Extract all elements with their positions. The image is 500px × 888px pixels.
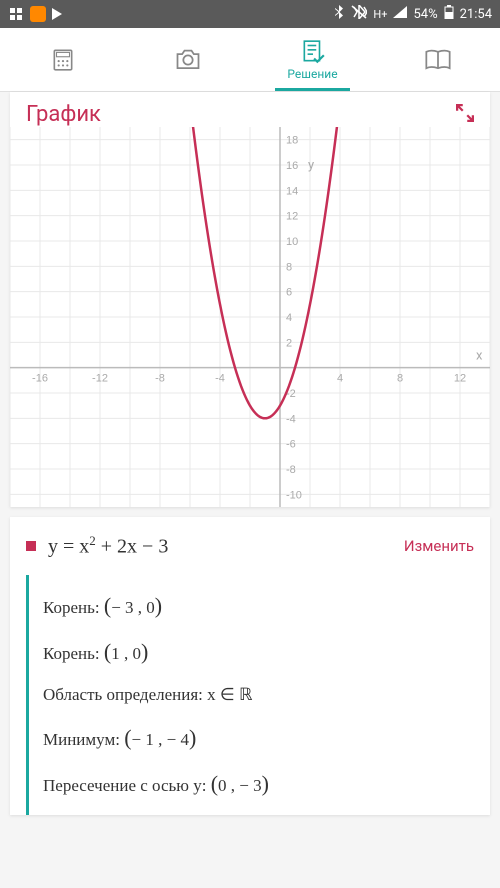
- svg-text:-4: -4: [215, 373, 225, 385]
- app-icon-2: [30, 6, 46, 22]
- battery-percent: 54%: [413, 7, 437, 22]
- tab-book[interactable]: [375, 28, 500, 91]
- signal-icon: [393, 6, 407, 22]
- svg-text:14: 14: [286, 185, 298, 197]
- svg-text:12: 12: [454, 373, 466, 385]
- svg-text:-4: -4: [286, 413, 296, 425]
- svg-text:-10: -10: [286, 489, 302, 501]
- svg-text:-12: -12: [92, 373, 108, 385]
- graph-title: График: [26, 102, 101, 127]
- svg-text:8: 8: [286, 261, 292, 273]
- play-icon: [52, 8, 62, 20]
- tab-camera[interactable]: [125, 28, 250, 91]
- svg-text:12: 12: [286, 211, 298, 223]
- svg-text:16: 16: [286, 160, 298, 172]
- detail-row: Пересечение с осью y: (0 , − 3): [43, 761, 474, 807]
- content-area: График -16-12-8-4481218161412108642-2-4-…: [0, 92, 500, 815]
- svg-text:x: x: [476, 349, 483, 364]
- status-right: H+ 54% 21:54: [333, 5, 492, 23]
- detail-row: Область определения: x ∈ ℝ: [43, 675, 474, 715]
- status-left: [8, 6, 62, 22]
- clock: 21:54: [460, 7, 492, 22]
- detail-row: Минимум: (− 1 , − 4): [43, 715, 474, 761]
- battery-icon: [444, 5, 454, 23]
- expand-icon[interactable]: [456, 104, 474, 126]
- tab-bar: Решение: [0, 28, 500, 92]
- svg-text:-8: -8: [286, 464, 296, 476]
- tab-solution-label: Решение: [287, 67, 337, 81]
- tab-solution[interactable]: Решение: [250, 28, 375, 91]
- equation-row: y = x2 + 2x − 3 Изменить: [10, 517, 490, 575]
- detail-row: Корень: (− 3 , 0): [43, 583, 474, 629]
- equation-color-marker: [26, 541, 36, 551]
- graph-header: График: [10, 92, 490, 127]
- svg-text:4: 4: [286, 312, 292, 324]
- bluetooth-icon: [333, 5, 345, 23]
- svg-text:-16: -16: [32, 373, 48, 385]
- svg-text:4: 4: [337, 373, 343, 385]
- svg-text:18: 18: [286, 135, 298, 147]
- graph-card: График -16-12-8-4481218161412108642-2-4-…: [10, 92, 490, 507]
- svg-text:-8: -8: [155, 373, 165, 385]
- svg-text:-6: -6: [286, 439, 296, 451]
- svg-text:6: 6: [286, 287, 292, 299]
- edit-button[interactable]: Изменить: [404, 537, 474, 555]
- equation-details: Корень: (− 3 , 0)Корень: (1 , 0)Область …: [26, 575, 474, 815]
- equation-card: y = x2 + 2x − 3 Изменить Корень: (− 3 , …: [10, 517, 490, 815]
- svg-text:y: y: [308, 158, 314, 173]
- svg-text:8: 8: [397, 373, 403, 385]
- detail-row: Корень: (1 , 0): [43, 629, 474, 675]
- equation-formula: y = x2 + 2x − 3: [48, 533, 168, 559]
- app-icon-1: [8, 6, 24, 22]
- android-status-bar: H+ 54% 21:54: [0, 0, 500, 28]
- graph-plot[interactable]: -16-12-8-4481218161412108642-2-4-6-8-10x…: [10, 127, 490, 507]
- svg-text:2: 2: [286, 337, 292, 349]
- tab-calculator[interactable]: [0, 28, 125, 91]
- vibrate-icon: [351, 5, 367, 23]
- svg-text:10: 10: [286, 236, 298, 248]
- network-type: H+: [373, 8, 387, 21]
- graph-svg: -16-12-8-4481218161412108642-2-4-6-8-10x…: [10, 127, 490, 507]
